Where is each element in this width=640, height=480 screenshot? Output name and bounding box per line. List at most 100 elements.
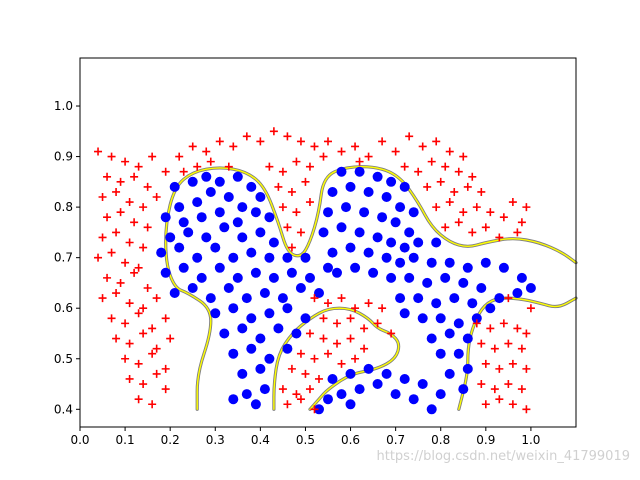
data-point-plus: [292, 208, 301, 217]
decision-boundary-0: [165, 166, 577, 410]
decision-boundary-2: [458, 297, 577, 410]
data-point-circle: [386, 176, 397, 187]
data-point-circle: [255, 363, 266, 374]
data-point-plus: [324, 137, 332, 146]
data-point-circle: [458, 384, 469, 395]
data-point-plus: [477, 380, 486, 389]
data-point-circle: [196, 212, 207, 223]
data-point-plus: [499, 213, 508, 222]
data-point-plus: [481, 223, 490, 232]
data-point-circle: [228, 252, 239, 263]
data-point-circle: [210, 308, 221, 319]
data-point-plus: [486, 208, 495, 217]
x-tick-label: 0.0: [70, 433, 89, 447]
data-point-plus: [517, 344, 526, 353]
data-point-plus: [274, 182, 283, 191]
data-point-plus: [287, 187, 296, 196]
data-point-circle: [467, 298, 478, 309]
data-point-plus: [139, 380, 148, 389]
data-point-plus: [378, 304, 387, 313]
data-point-plus: [269, 127, 278, 136]
data-point-circle: [444, 328, 455, 339]
data-point-plus: [351, 354, 360, 363]
data-point-plus: [333, 319, 342, 328]
data-point-circle: [327, 187, 338, 197]
data-point-plus: [441, 162, 450, 171]
data-point-circle: [494, 293, 505, 304]
data-point-plus: [504, 294, 513, 303]
data-point-circle: [395, 202, 406, 213]
data-point-plus: [134, 162, 143, 171]
data-point-plus: [472, 319, 481, 328]
data-point-circle: [336, 389, 347, 400]
data-point-circle: [426, 333, 437, 344]
data-point-plus: [116, 177, 125, 186]
data-point-circle: [214, 262, 225, 273]
data-point-circle: [178, 262, 189, 273]
data-point-plus: [305, 162, 314, 171]
data-point-circle: [381, 192, 392, 202]
data-point-plus: [161, 314, 170, 323]
data-point-plus: [508, 400, 517, 409]
data-point-plus: [414, 167, 423, 176]
data-point-circle: [332, 267, 342, 278]
data-point-plus: [112, 289, 121, 298]
data-point-plus: [351, 142, 360, 151]
data-point-circle: [350, 262, 361, 273]
data-point-plus: [107, 314, 116, 323]
data-point-circle: [444, 257, 455, 268]
data-point-plus: [310, 405, 319, 414]
data-point-circle: [377, 212, 388, 223]
data-point-plus: [121, 258, 130, 267]
data-point-plus: [445, 147, 454, 156]
data-point-plus: [116, 278, 125, 287]
data-point-plus: [517, 218, 526, 227]
data-point-circle: [286, 267, 297, 278]
data-point-circle: [354, 227, 365, 238]
data-point-circle: [462, 333, 473, 344]
data-point-circle: [386, 237, 397, 248]
data-point-circle: [214, 176, 225, 187]
data-point-circle: [237, 232, 248, 243]
data-point-circle: [228, 348, 239, 359]
y-tick-label: 0.6: [54, 301, 73, 315]
data-point-plus: [175, 152, 184, 161]
data-point-circle: [300, 313, 311, 324]
data-point-circle: [408, 207, 419, 218]
data-point-circle: [196, 272, 207, 283]
data-point-circle: [250, 399, 261, 410]
data-point-plus: [513, 324, 522, 333]
data-point-circle: [228, 303, 239, 314]
data-point-plus: [134, 395, 143, 404]
data-point-plus: [508, 198, 517, 207]
data-point-circle: [462, 262, 473, 273]
data-point-circle: [169, 181, 180, 192]
x-tick-label: 0.1: [116, 433, 135, 447]
data-point-plus: [319, 334, 328, 343]
data-point-plus: [522, 364, 531, 373]
data-point-circle: [471, 313, 482, 324]
data-point-plus: [125, 299, 134, 308]
data-point-circle: [219, 222, 230, 233]
data-point-circle: [413, 293, 424, 304]
data-point-circle: [363, 187, 374, 197]
data-point-circle: [232, 171, 243, 182]
data-point-circle: [282, 252, 293, 263]
data-point-plus: [242, 132, 251, 141]
data-point-circle: [314, 404, 324, 415]
watermark-text: https://blog.csdn.net/weixin_41799019: [376, 449, 630, 464]
data-point-plus: [125, 238, 134, 247]
data-point-circle: [160, 267, 171, 278]
data-point-circle: [408, 252, 419, 263]
data-point-circle: [444, 368, 455, 379]
data-point-plus: [346, 314, 355, 323]
data-point-circle: [359, 207, 370, 218]
data-point-plus: [481, 400, 490, 409]
data-point-plus: [441, 223, 450, 232]
data-point-circle: [413, 237, 424, 248]
data-point-circle: [422, 277, 433, 288]
data-point-circle: [264, 353, 275, 364]
data-point-plus: [454, 218, 463, 227]
data-point-plus: [324, 299, 332, 308]
